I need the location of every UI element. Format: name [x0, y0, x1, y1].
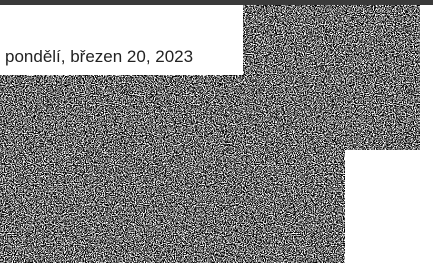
top-bar — [0, 0, 433, 5]
screen: pondělí, březen 20, 2023 — [0, 0, 433, 263]
background-noise — [0, 0, 433, 263]
date-label: pondělí, březen 20, 2023 — [5, 47, 193, 67]
image-noise — [0, 75, 345, 263]
